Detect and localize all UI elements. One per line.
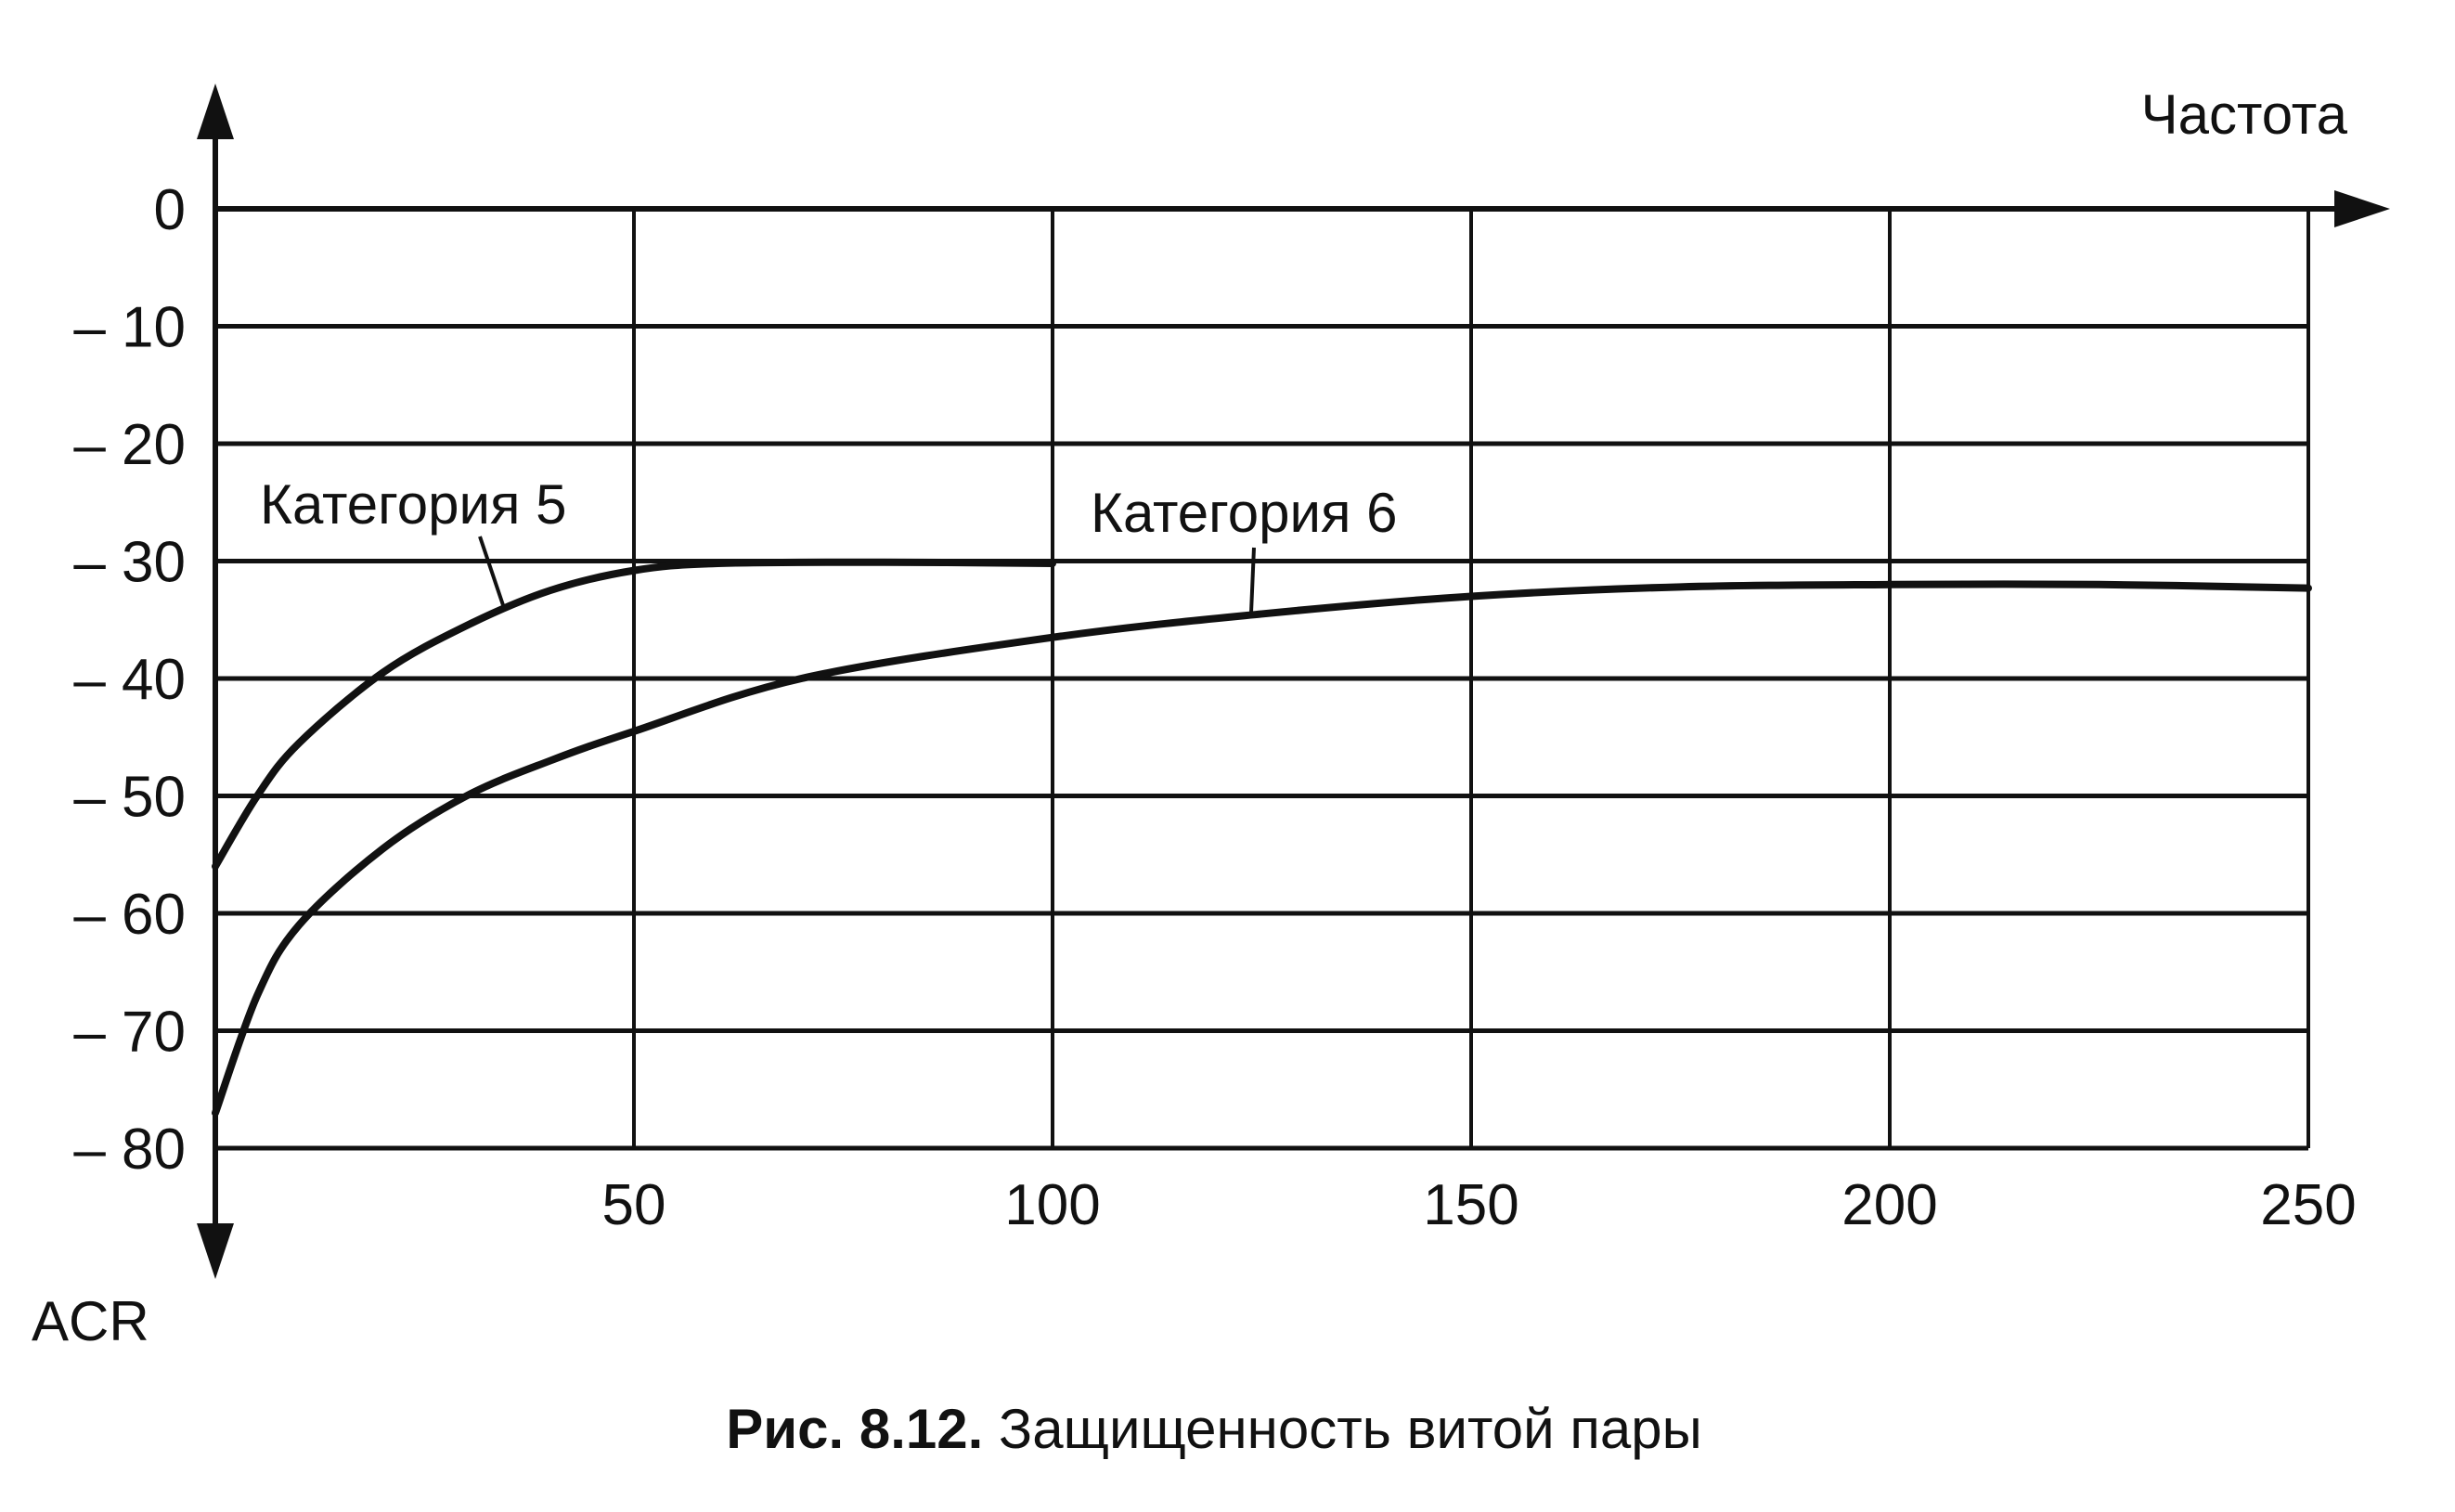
y-tick-labels: 0 – 10 – 20 – 30 – 40 – 50 – 60 – 70 – 80	[73, 178, 186, 1182]
figure-caption: Рис. 8.12. Защищенность витой пары	[726, 1398, 1701, 1460]
y-tick-label: – 30	[73, 531, 186, 595]
x-tick-label: 150	[1423, 1173, 1518, 1237]
series-lines	[212, 558, 2312, 1118]
y-tick-label: – 10	[73, 296, 186, 360]
y-axis-arrow-down	[197, 1223, 234, 1279]
leader-line-cat5	[478, 536, 505, 606]
caption-text: Защищенность витой пары	[999, 1398, 1702, 1460]
x-axis-arrow	[2334, 190, 2390, 227]
leader-line-cat6	[1249, 547, 1256, 614]
y-tick-label: 0	[154, 178, 186, 242]
x-axis-label: Частота	[2141, 84, 2348, 146]
x-tick-label: 200	[1841, 1173, 1937, 1237]
series-label-cat5: Категория 5	[260, 473, 567, 536]
series-line-cat5	[212, 558, 1056, 871]
caption-number: Рис. 8.12.	[726, 1398, 983, 1460]
y-axis-label: ACR	[32, 1290, 149, 1352]
series-label-cat6: Категория 6	[1091, 482, 1398, 544]
y-tick-label: – 80	[73, 1118, 186, 1182]
y-axis-arrow-up	[197, 84, 234, 139]
y-tick-label: – 70	[73, 1001, 186, 1065]
x-tick-label: 50	[602, 1173, 666, 1237]
y-tick-label: – 20	[73, 413, 186, 477]
y-tick-label: – 40	[73, 648, 186, 712]
y-tick-label: – 60	[73, 883, 186, 947]
x-tick-labels: 50 100 150 200 250	[602, 1173, 2357, 1237]
series-line-cat6	[212, 580, 2312, 1118]
x-tick-label: 250	[2260, 1173, 2356, 1237]
grid	[215, 209, 2310, 1151]
x-tick-label: 100	[1004, 1173, 1100, 1237]
axes	[197, 84, 2390, 1279]
y-tick-label: – 50	[73, 766, 186, 830]
caption-spacer	[983, 1398, 999, 1460]
